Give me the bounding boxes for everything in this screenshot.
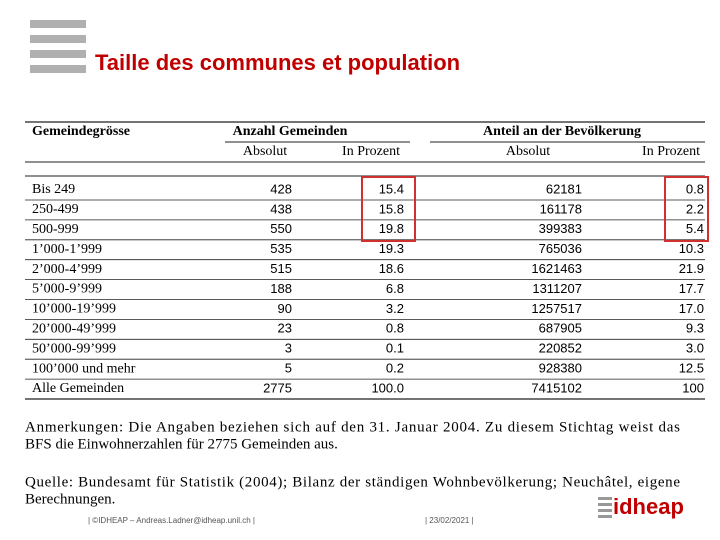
- cell: 5: [285, 361, 292, 376]
- cell: 0.8: [686, 181, 704, 196]
- cell: 2775: [263, 380, 292, 395]
- cell: 17.0: [679, 301, 704, 316]
- row-label: 2’000-4’999: [32, 262, 102, 277]
- row-label: 500-999: [32, 222, 79, 237]
- slide-title: Taille des communes et population: [95, 50, 460, 75]
- cell: 438: [270, 201, 292, 216]
- cell: 23: [278, 321, 292, 336]
- source: Quelle: Bundesamt für Statistik (2004); …: [25, 474, 680, 490]
- cell: 399383: [539, 221, 582, 236]
- subheader: In Prozent: [342, 144, 400, 159]
- cell: 1311207: [532, 281, 582, 296]
- row-label: 100’000 und mehr: [32, 361, 136, 376]
- logo-bars: [30, 20, 86, 73]
- cell: 10.3: [679, 241, 704, 256]
- cell: 5.4: [686, 221, 704, 236]
- subheader: Absolut: [506, 144, 550, 159]
- table: Gemeindegrösse Anzahl Gemeinden Anteil an …: [25, 121, 705, 400]
- note: Anmerkungen: Die Angaben beziehen sich a…: [25, 419, 680, 435]
- row-label: Bis 249: [32, 182, 75, 197]
- cell: 19.8: [379, 221, 404, 236]
- highlight-box: [361, 176, 416, 242]
- cell: 100.0: [371, 380, 404, 395]
- cell: 15.4: [379, 181, 404, 196]
- group-header: Anzahl Gemeinden: [233, 124, 348, 139]
- subheader: In Prozent: [642, 144, 700, 159]
- row-label: Alle Gemeinden: [32, 381, 124, 396]
- cell: 188: [270, 281, 292, 296]
- cell: 535: [270, 241, 292, 256]
- cell: 0.8: [386, 321, 404, 336]
- cell: 18.6: [379, 261, 404, 276]
- cell: 9.3: [686, 321, 704, 336]
- cell: 0.1: [386, 341, 404, 356]
- cell: 100: [682, 380, 704, 395]
- cell: 3: [285, 341, 292, 356]
- subheader: Absolut: [243, 144, 287, 159]
- cell: 687905: [539, 321, 582, 336]
- cell: 21.9: [679, 261, 704, 276]
- row-label: 5’000-9’999: [32, 282, 102, 297]
- cell: 1257517: [531, 301, 582, 316]
- cell: 0.2: [386, 361, 404, 376]
- footer-author: | ©IDHEAP – Andreas.Ladner@idheap.unil.c…: [88, 516, 255, 525]
- footer-logo: idheap: [598, 494, 684, 519]
- cell: 515: [270, 261, 292, 276]
- logo-text: idheap: [613, 494, 684, 519]
- row-label: 50’000-99’999: [32, 341, 116, 356]
- cell: 90: [278, 301, 292, 316]
- cell: 765036: [539, 241, 582, 256]
- cell: 2.2: [686, 201, 704, 216]
- cell: 12.5: [679, 361, 704, 376]
- cell: 19.3: [379, 241, 404, 256]
- cell: 220852: [539, 341, 582, 356]
- cell: 550: [270, 221, 292, 236]
- row-label: 10’000-19’999: [32, 302, 116, 317]
- cell: 62181: [546, 181, 582, 196]
- row-label: 20’000-49’999: [32, 322, 116, 337]
- cell: 15.8: [379, 201, 404, 216]
- group-header: Anteil an der Bevölkerung: [483, 124, 641, 139]
- cell: 17.7: [679, 281, 704, 296]
- cell: 7415102: [531, 380, 582, 395]
- group-header: Gemeindegrösse: [32, 124, 130, 139]
- source: Berechnungen.: [25, 491, 115, 507]
- note: BFS die Einwohnerzahlen für 2775 Gemeind…: [25, 436, 338, 452]
- footer-date: | 23/02/2021 |: [425, 516, 474, 525]
- cell: 428: [270, 181, 292, 196]
- cell: 161178: [540, 201, 582, 216]
- cell: 1621463: [531, 261, 582, 276]
- cell: 6.8: [386, 281, 404, 296]
- row-label: 250-499: [32, 202, 79, 217]
- row-label: 1’000-1’999: [32, 242, 102, 257]
- cell: 928380: [539, 361, 582, 376]
- cell: 3.0: [686, 341, 704, 356]
- cell: 3.2: [386, 301, 404, 316]
- highlight-box: [664, 176, 709, 242]
